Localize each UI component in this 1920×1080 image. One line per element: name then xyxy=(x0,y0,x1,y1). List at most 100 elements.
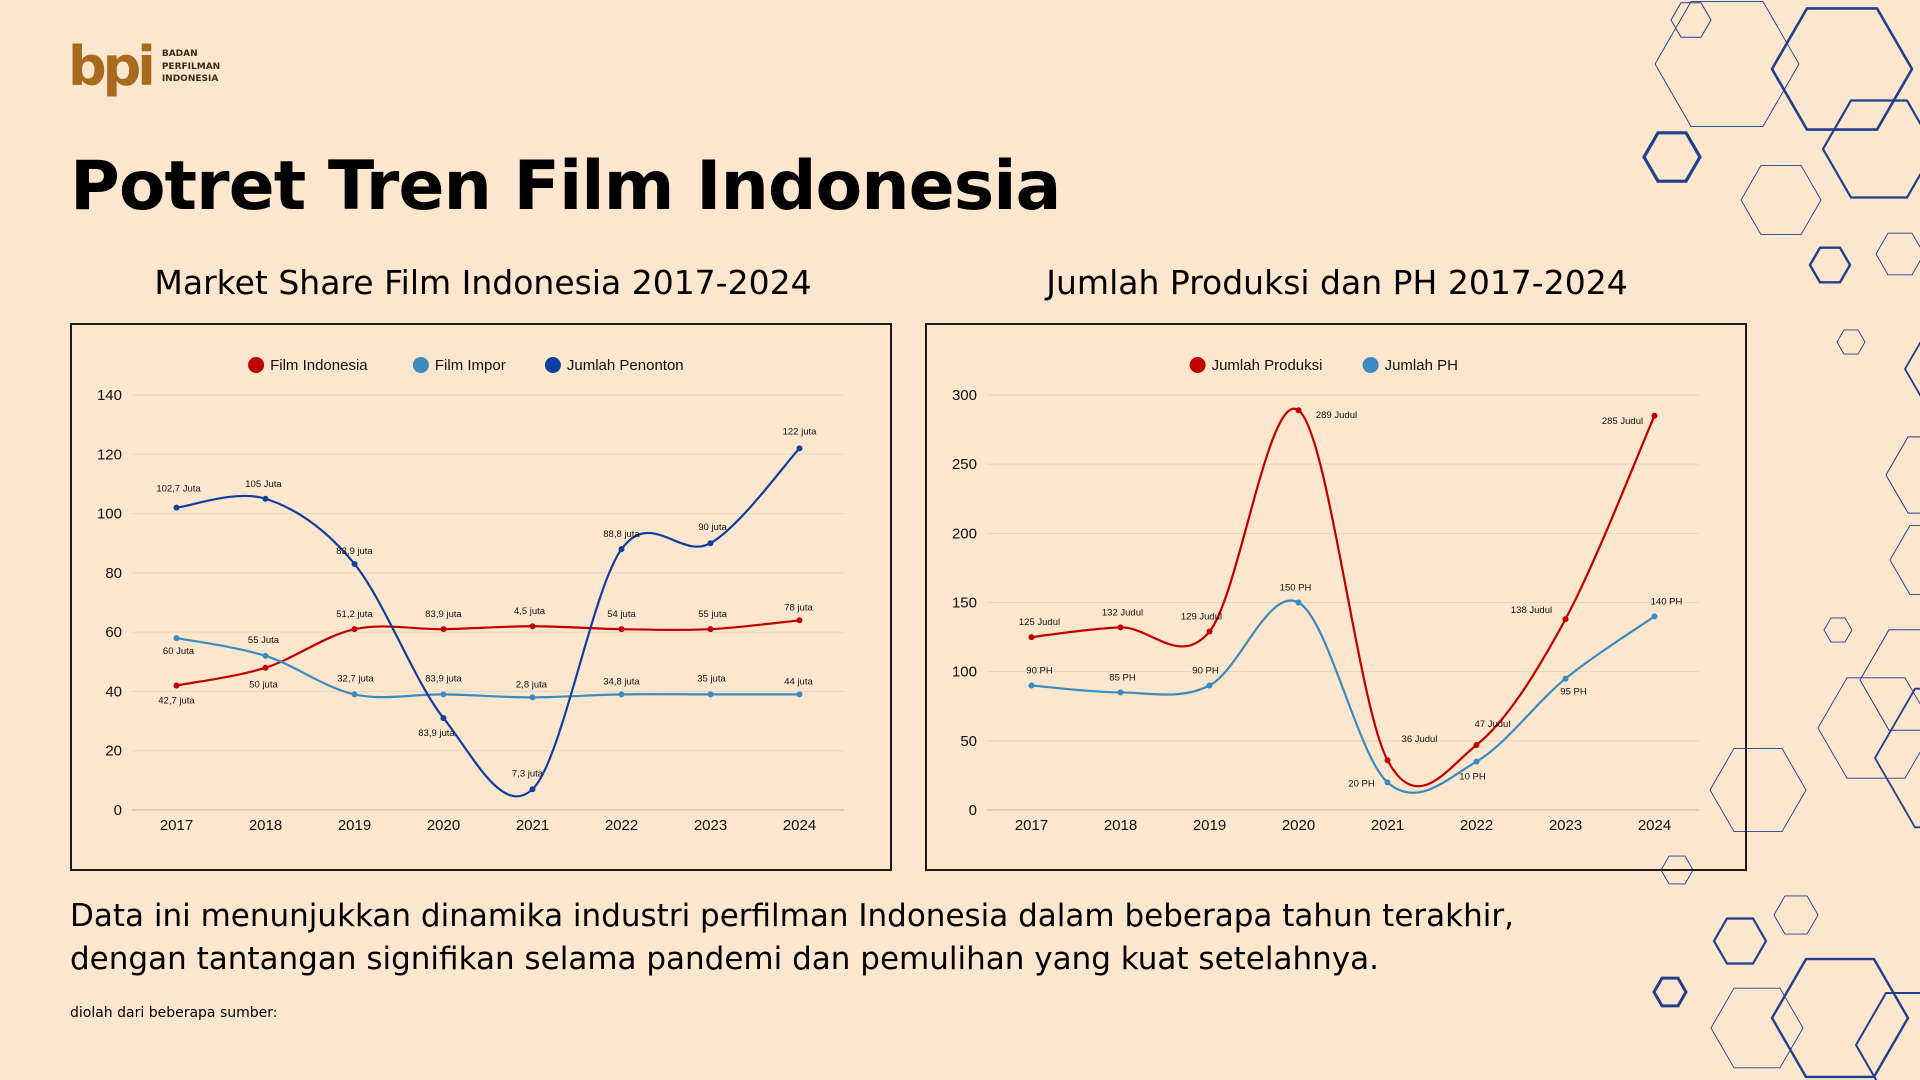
hexagon-shape xyxy=(1903,341,1920,397)
hexagon-shape xyxy=(1709,747,1807,833)
data-label: 7,3 juta xyxy=(512,768,544,779)
legend-label: Jumlah PH xyxy=(1385,357,1458,374)
data-label: 289 Judul xyxy=(1316,410,1357,421)
legend-marker xyxy=(1362,357,1379,373)
data-label: 83,9 juta xyxy=(425,673,462,684)
data-label: 83,9 juta xyxy=(425,609,462,620)
logo-mark: bpi xyxy=(68,35,156,98)
y-tick-label: 0 xyxy=(114,802,122,819)
data-point xyxy=(1028,682,1035,689)
y-tick-label: 250 xyxy=(952,456,977,473)
data-label: 32,7 juta xyxy=(337,673,374,684)
hexagon-shape xyxy=(1642,131,1702,183)
legend-label: Jumlah Produksi xyxy=(1212,357,1323,374)
data-point xyxy=(440,626,447,633)
hexagon-shape xyxy=(1889,524,1920,596)
data-point xyxy=(440,691,447,698)
data-label: 150 PH xyxy=(1280,583,1312,594)
y-tick-label: 150 xyxy=(952,595,977,612)
y-tick-label: 0 xyxy=(969,802,977,819)
x-tick-label: 2018 xyxy=(249,817,282,834)
x-tick-label: 2017 xyxy=(160,817,193,834)
legend-marker xyxy=(248,357,265,373)
production-chart: 0 50 100 150 200 250 300 2017 2018 2019 2020 2021 20… xyxy=(925,323,1747,871)
data-label: 140 PH xyxy=(1651,596,1683,607)
legend-label: Film Impor xyxy=(435,357,506,374)
legend-label: Film Indonesia xyxy=(270,357,368,374)
data-label: 78 juta xyxy=(784,602,813,613)
data-point xyxy=(618,546,625,553)
data-label: 10 PH xyxy=(1459,772,1486,783)
data-point xyxy=(1117,624,1124,631)
description-line: dengan tantangan signifikan selama pande… xyxy=(70,941,1379,978)
chart-title-market-share: Market Share Film Indonesia 2017-2024 xyxy=(154,263,812,302)
hexagon-shape xyxy=(1854,992,1920,1080)
description: Data ini menunjukkan dinamika industri p… xyxy=(70,895,1670,982)
data-point xyxy=(1473,758,1480,765)
data-label: 35 juta xyxy=(697,673,726,684)
hexagon-shape xyxy=(1875,232,1920,276)
data-point xyxy=(707,626,714,633)
data-label: 44 juta xyxy=(784,676,813,687)
y-tick-label: 60 xyxy=(105,624,122,641)
data-point xyxy=(1117,689,1124,696)
market-share-chart: 0 20 40 60 80 100 120 140 2017 2018 2019 2020 2021 20… xyxy=(70,323,892,871)
data-point xyxy=(262,495,269,502)
data-point xyxy=(262,664,269,671)
data-point xyxy=(529,786,536,793)
data-label: 129 Judul xyxy=(1181,612,1222,623)
hexagon-shape xyxy=(1654,1,1800,127)
data-label: 54 juta xyxy=(607,609,636,620)
data-point xyxy=(173,682,180,689)
y-tick-label: 200 xyxy=(952,525,977,542)
data-label: 60 Juta xyxy=(163,646,195,657)
data-point xyxy=(1295,599,1302,606)
data-point xyxy=(1473,741,1480,748)
data-point xyxy=(262,652,269,659)
data-label: 4,5 juta xyxy=(514,606,546,617)
data-point xyxy=(707,540,714,547)
data-label: 2,8 juta xyxy=(516,679,548,690)
hexagon-shape xyxy=(1808,246,1852,284)
data-point xyxy=(618,691,625,698)
x-tick-label: 2017 xyxy=(1015,817,1048,834)
x-tick-label: 2018 xyxy=(1104,817,1137,834)
data-label: 50 juta xyxy=(249,680,278,691)
hexagon-shape xyxy=(1817,677,1920,779)
data-label: 90 juta xyxy=(698,522,727,533)
hexagon-shape xyxy=(1770,957,1910,1079)
x-tick-label: 2022 xyxy=(605,817,638,834)
data-label: 125 Judul xyxy=(1019,617,1060,628)
legend-marker xyxy=(412,357,429,373)
data-point xyxy=(351,626,358,633)
bpi-logo: bpi BADAN PERFILMAN INDONESIA xyxy=(68,40,220,94)
hexagon-shape xyxy=(1710,987,1804,1069)
data-point xyxy=(796,691,803,698)
data-point xyxy=(1206,628,1213,635)
hexagon-shape xyxy=(1821,99,1920,199)
y-tick-label: 100 xyxy=(952,664,977,681)
data-point xyxy=(529,623,536,630)
data-point xyxy=(173,504,180,511)
data-label: 122 juta xyxy=(783,426,818,437)
hexagon-shape xyxy=(1859,629,1920,731)
data-label: 55 juta xyxy=(698,609,727,620)
hexagon-shape xyxy=(1670,2,1712,38)
data-point xyxy=(351,560,358,567)
x-tick-label: 2021 xyxy=(516,817,549,834)
data-label: 90 PH xyxy=(1026,666,1053,677)
y-tick-label: 300 xyxy=(952,387,977,404)
data-label: 47 Judul xyxy=(1475,719,1511,730)
data-label: 83,9 juta xyxy=(418,728,455,739)
series-line xyxy=(176,619,800,687)
data-point xyxy=(1028,634,1035,641)
data-point xyxy=(1206,682,1213,689)
data-label: 105 Juta xyxy=(245,479,282,490)
production-chart-svg: 0 50 100 150 200 250 300 2017 2018 2019 2020 2021 20… xyxy=(952,357,1699,834)
x-tick-label: 2023 xyxy=(1549,817,1582,834)
legend-marker xyxy=(1189,357,1206,373)
hexagon-shape xyxy=(1770,7,1914,131)
hexagon-shape xyxy=(1773,895,1819,935)
data-point xyxy=(1651,613,1658,620)
